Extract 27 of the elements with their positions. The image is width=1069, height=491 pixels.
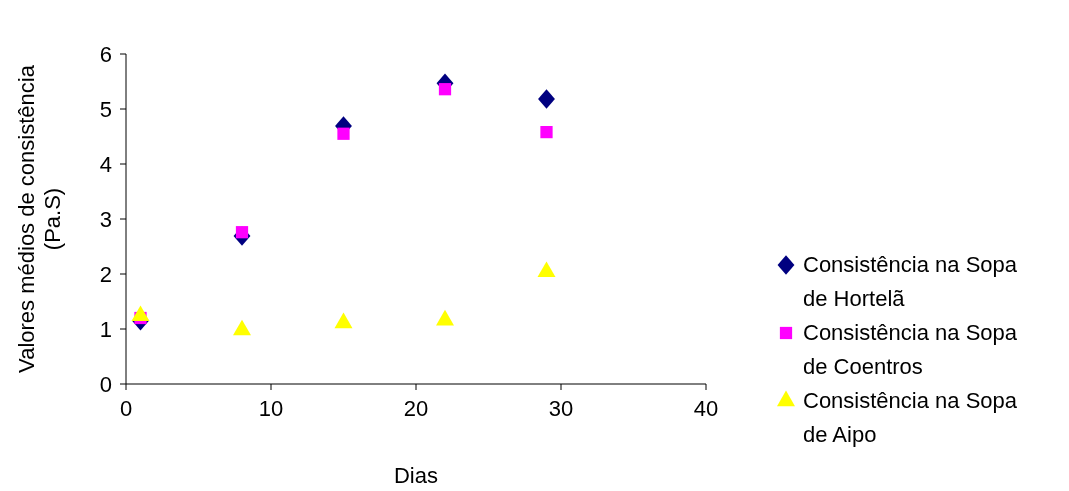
legend-label: Consistência na Sopa de Coentros [803,320,1018,379]
point [337,127,350,140]
legend-label: Consistência na Sopa de Aipo [803,388,1018,447]
x-axis-title: Dias [393,463,439,488]
x-tick-label: 10 [258,396,284,421]
point [436,309,454,326]
y-tick-label: 1 [99,317,112,342]
legend-label: Consistência na Sopa de Hortelã [803,252,1018,311]
x-tick-label: 0 [119,396,133,421]
x-tick-label: 40 [693,396,719,421]
point [438,83,452,96]
point [235,226,249,239]
point [131,305,150,321]
point [334,312,353,329]
y-tick-label: 0 [99,372,112,397]
y-tick-label: 4 [99,152,112,177]
x-tick-label: 30 [548,396,574,421]
point [233,319,251,336]
y-tick-label: 6 [99,42,112,67]
y-tick-label: 2 [99,262,112,287]
point [538,89,555,109]
point [540,125,553,139]
point [537,261,556,277]
y-tick-label: 3 [99,207,112,232]
x-tick-label: 20 [403,396,429,421]
y-axis-title: Valores médios de consistência (Pa.S) [14,64,65,373]
y-tick-label: 5 [99,97,112,122]
